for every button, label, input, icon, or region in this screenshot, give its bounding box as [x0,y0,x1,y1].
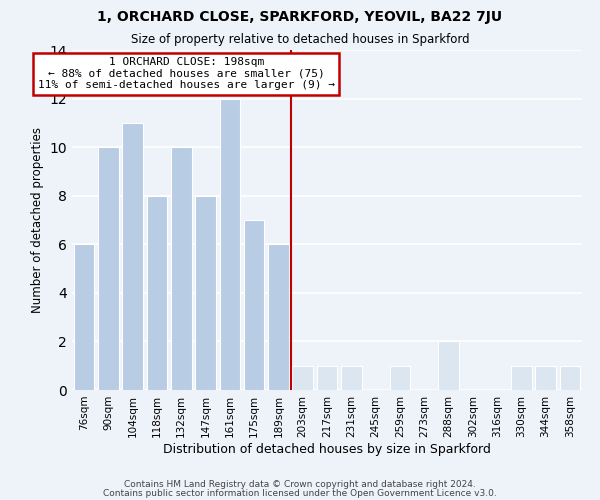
Text: Contains public sector information licensed under the Open Government Licence v3: Contains public sector information licen… [103,489,497,498]
Bar [195,196,216,390]
Bar [171,147,191,390]
Text: 1, ORCHARD CLOSE, SPARKFORD, YEOVIL, BA22 7JU: 1, ORCHARD CLOSE, SPARKFORD, YEOVIL, BA2… [97,10,503,24]
Bar [74,244,94,390]
Text: 1 ORCHARD CLOSE: 198sqm
← 88% of detached houses are smaller (75)
11% of semi-de: 1 ORCHARD CLOSE: 198sqm ← 88% of detache… [38,58,335,90]
Bar [535,366,556,390]
Bar [292,366,313,390]
Bar [341,366,362,390]
Bar [268,244,289,390]
Bar [389,366,410,390]
Bar [560,366,580,390]
Y-axis label: Number of detached properties: Number of detached properties [31,127,44,313]
Bar [146,196,167,390]
Bar [98,147,119,390]
Bar [220,98,240,390]
Bar [244,220,265,390]
X-axis label: Distribution of detached houses by size in Sparkford: Distribution of detached houses by size … [163,442,491,456]
Text: Size of property relative to detached houses in Sparkford: Size of property relative to detached ho… [131,32,469,46]
Bar [122,123,143,390]
Bar [438,342,459,390]
Bar [511,366,532,390]
Bar [317,366,337,390]
Text: Contains HM Land Registry data © Crown copyright and database right 2024.: Contains HM Land Registry data © Crown c… [124,480,476,489]
